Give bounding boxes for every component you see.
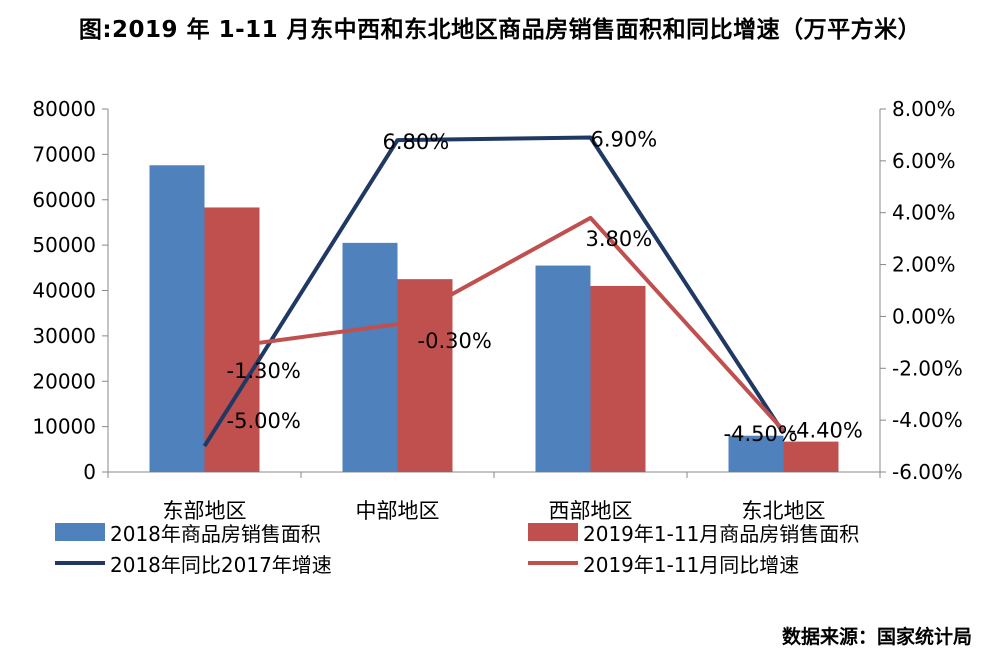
y-left-tick-label: 70000 (32, 142, 96, 166)
legend-label: 2018年商品房销售面积 (110, 522, 321, 546)
bar (535, 265, 591, 472)
y-left-tick-label: 30000 (32, 324, 96, 348)
legend-swatch (55, 523, 105, 541)
y-right-tick-label: 2.00% (892, 253, 956, 277)
series-line (204, 215, 785, 432)
bar (783, 441, 839, 472)
y-left-tick-label: 0 (83, 460, 96, 484)
y-right-tick-label: -6.00% (892, 460, 963, 484)
data-label: -0.30% (418, 329, 492, 353)
data-label: 6.80% (383, 130, 450, 154)
legend-label: 2018年同比2017年增速 (110, 553, 332, 577)
y-left-tick-label: 80000 (32, 97, 96, 121)
y-right-tick-label: 6.00% (892, 149, 956, 173)
y-left-tick-label: 40000 (32, 279, 96, 303)
legend-swatch (528, 523, 578, 541)
x-category-label: 东部地区 (163, 499, 247, 523)
data-label: -4.40% (789, 419, 863, 443)
y-right-tick-label: 8.00% (892, 97, 956, 121)
bar (342, 242, 398, 472)
bar (728, 435, 784, 472)
source-note: 数据来源：国家统计局 (781, 626, 972, 648)
y-right-tick-label: 4.00% (892, 201, 956, 225)
legend-label: 2019年1-11月同比增速 (583, 553, 799, 577)
bar (149, 165, 205, 472)
chart-title: 图:2019 年 1-11 月东中西和东北地区商品房销售面积和同比增速（万平方米… (78, 17, 922, 43)
data-label: -1.30% (227, 359, 301, 383)
y-right-tick-label: -4.00% (892, 408, 963, 432)
y-right-tick-label: -2.00% (892, 356, 963, 380)
bar (590, 285, 646, 472)
legend: 2018年商品房销售面积 2019年1-11月商品房销售面积 2018年同比2017… (55, 522, 859, 577)
data-labels: -5.00% 6.80% 6.90% -4.50% -1.30% -0.30% 3.80% -… (227, 128, 863, 447)
y-left-tick-label: 10000 (32, 415, 96, 439)
data-label: 3.80% (586, 227, 653, 251)
y-left-tick-label: 60000 (32, 188, 96, 212)
legend-label: 2019年1-11月商品房销售面积 (583, 522, 859, 546)
x-category-label: 中部地区 (356, 499, 440, 523)
data-label: 6.90% (591, 128, 658, 152)
y-left-tick-label: 50000 (32, 233, 96, 257)
data-label: -5.00% (227, 409, 301, 433)
x-category-label: 东北地区 (742, 499, 826, 523)
series-line (202, 135, 786, 448)
y-left-tick-label: 20000 (32, 369, 96, 393)
x-category-label: 西部地区 (549, 499, 633, 523)
bars (149, 165, 839, 472)
y-right-tick-label: 0.00% (892, 304, 956, 328)
data-label: -4.50% (724, 422, 798, 446)
lines (202, 135, 786, 448)
